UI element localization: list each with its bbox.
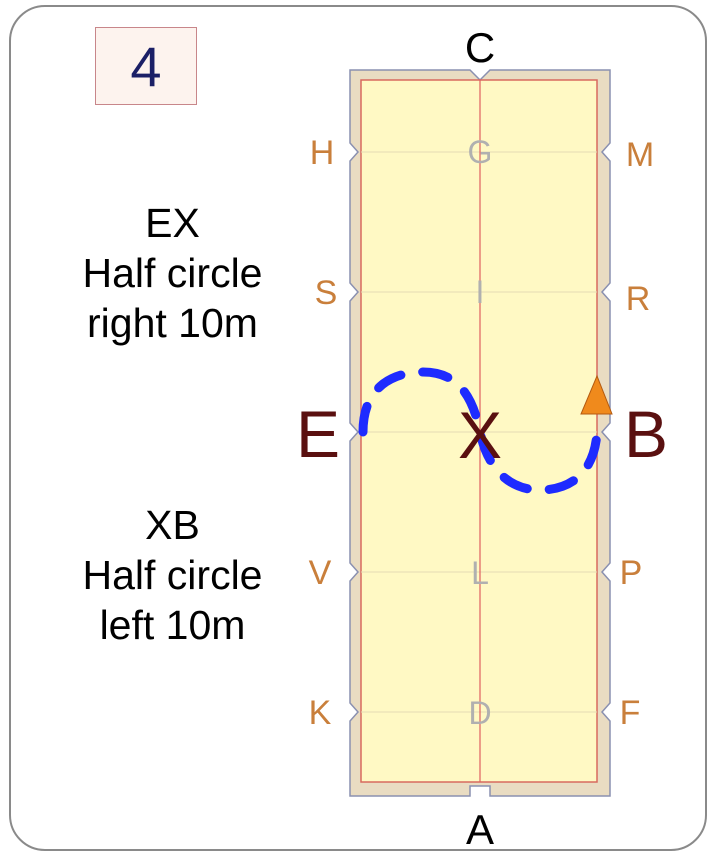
- test-number: 4: [130, 34, 162, 98]
- letter-l: L: [471, 555, 489, 591]
- letter-m: M: [626, 136, 654, 174]
- test-number-badge: 4: [95, 27, 197, 105]
- letter-k: K: [309, 694, 332, 732]
- arena-surface: [360, 79, 598, 783]
- direction-triangle-icon: [580, 374, 613, 415]
- movement-2-line-1: XB: [145, 502, 200, 548]
- letter-p: P: [620, 554, 643, 592]
- movement-instruction-1: EX Half circle right 10m: [40, 198, 305, 348]
- letter-r: R: [626, 280, 651, 318]
- movement-2-line-2: Half circle: [82, 552, 263, 598]
- letter-h: H: [310, 134, 335, 172]
- letter-f: F: [620, 694, 641, 732]
- movement-1-line-3: right 10m: [87, 300, 258, 346]
- movement-1-line-2: Half circle: [82, 250, 263, 296]
- arena-guide-lines: [361, 151, 597, 713]
- letter-v: V: [309, 554, 332, 592]
- letter-a: A: [466, 806, 494, 853]
- letter-x: X: [458, 398, 502, 472]
- movement-1-line-1: EX: [145, 200, 200, 246]
- movement-instruction-2: XB Half circle left 10m: [40, 500, 305, 650]
- letter-e: E: [296, 397, 340, 471]
- letter-i: I: [476, 274, 485, 310]
- ride-path: [358, 367, 602, 495]
- movement-2-line-3: left 10m: [99, 602, 246, 648]
- letter-b: B: [624, 397, 668, 471]
- letter-d: D: [468, 695, 491, 731]
- letter-s: S: [315, 274, 338, 312]
- letter-c: C: [465, 24, 495, 71]
- letter-g: G: [468, 134, 493, 170]
